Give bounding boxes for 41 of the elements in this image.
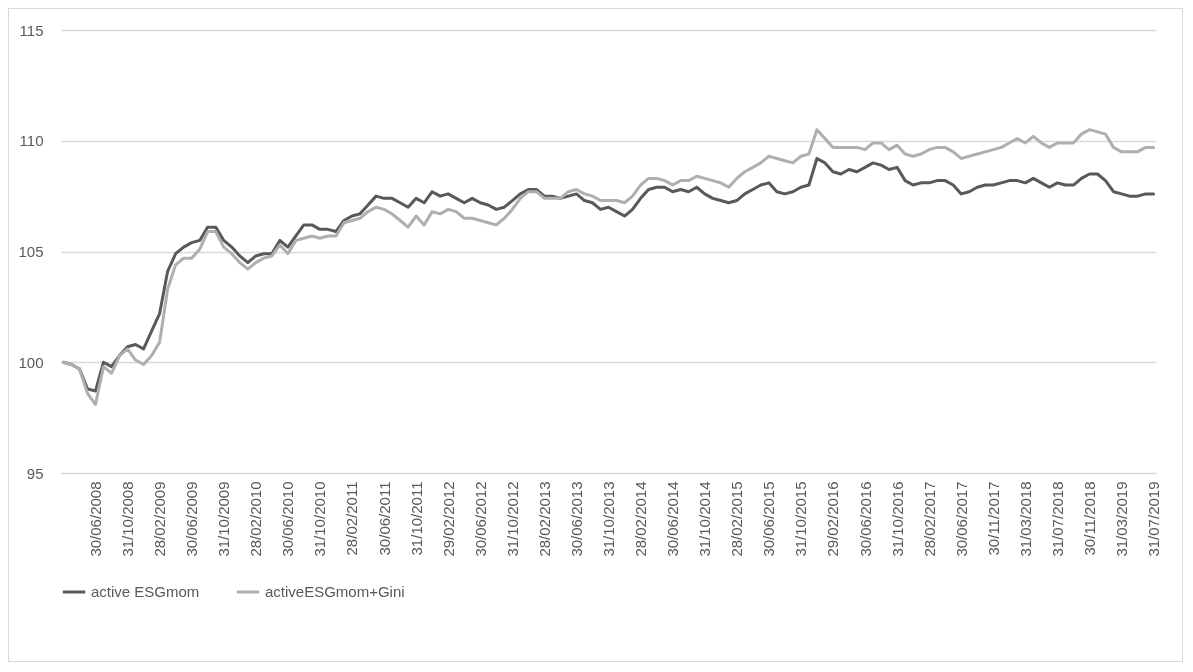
x-tick-label: 30/06/2009 (183, 481, 201, 557)
x-tick-label: 30/06/2013 (567, 481, 585, 557)
y-tick-label: 95 (26, 464, 44, 482)
x-tick-label: 30/06/2010 (279, 481, 297, 557)
x-tick-label: 29/02/2012 (439, 481, 457, 557)
x-tick-label: 30/11/2017 (984, 481, 1002, 556)
x-tick-label: 28/02/2013 (535, 481, 553, 557)
x-tick-label: 30/06/2011 (375, 481, 393, 556)
x-tick-label: 28/02/2009 (151, 481, 169, 557)
x-tick-label: 31/10/2016 (888, 481, 906, 557)
x-tick-label: 31/10/2012 (503, 481, 521, 557)
x-tick-label: 30/06/2014 (664, 481, 682, 557)
y-tick-label: 100 (18, 353, 44, 371)
x-tick-label: 31/10/2013 (600, 481, 617, 557)
x-tick-label: 28/02/2010 (247, 481, 265, 557)
x-tick-label: 31/10/2010 (311, 481, 329, 557)
x-tick-label: 31/03/2019 (1113, 481, 1131, 557)
x-tick-label: 30/11/2018 (1080, 481, 1098, 556)
x-tick-label: 30/06/2008 (86, 481, 104, 557)
x-tick-label: 31/10/2014 (696, 481, 714, 557)
x-tick-label: 29/02/2016 (824, 481, 842, 557)
x-tick-label: 28/02/2017 (920, 481, 938, 557)
x-tick-label: 30/06/2016 (856, 481, 874, 557)
legend-label: activeESGmom+Gini (265, 583, 405, 600)
x-tick-label: 28/02/2014 (632, 481, 650, 557)
y-tick-label: 105 (18, 243, 44, 260)
x-tick-label: 31/07/2019 (1145, 481, 1163, 557)
y-tick-label: 110 (19, 132, 44, 150)
x-tick-label: 28/02/2015 (728, 481, 746, 557)
x-tick-label: 31/10/2009 (215, 481, 233, 557)
y-tick-label: 115 (19, 21, 44, 39)
x-tick-label: 30/06/2012 (471, 481, 489, 557)
x-tick-label: 28/02/2011 (343, 481, 361, 556)
x-tick-label: 30/06/2017 (952, 481, 970, 557)
x-tick-label: 31/10/2015 (792, 481, 810, 557)
x-tick-label: 31/03/2018 (1016, 481, 1034, 557)
x-tick-label: 31/10/2008 (119, 481, 137, 557)
legend-label: active ESGmom (91, 583, 200, 600)
x-tick-label: 31/07/2018 (1048, 481, 1066, 557)
x-tick-label: 30/06/2015 (760, 481, 778, 557)
x-tick-label: 31/10/2011 (407, 481, 425, 556)
